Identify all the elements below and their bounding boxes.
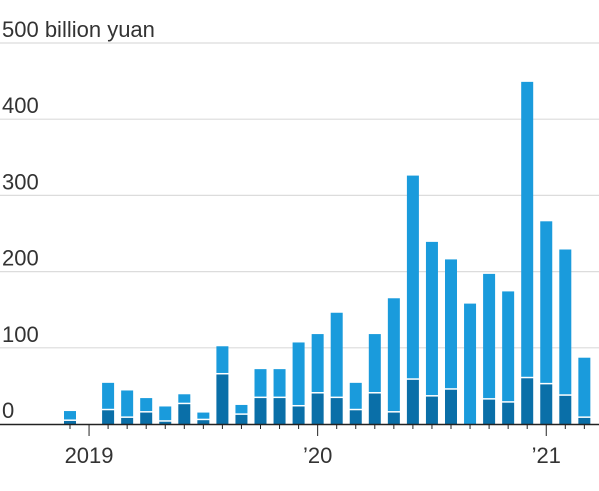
y-tick-labels: 0 100 200 300 400 xyxy=(2,93,39,423)
bar-light-2021-01 xyxy=(521,81,534,377)
bar-light-2020-10 xyxy=(464,303,477,424)
x-tick-label-’21: ’21 xyxy=(532,443,561,468)
bar-dark-2020-11 xyxy=(483,399,496,424)
bar-light-2019-09 xyxy=(216,346,229,373)
bar-light-2021-04 xyxy=(578,357,591,417)
bar-dark-2019-01 xyxy=(64,420,76,424)
bar-dark-2020-08 xyxy=(425,396,438,424)
bar-light-2020-06 xyxy=(387,298,400,412)
bar-light-2020-11 xyxy=(483,273,496,399)
bar-dark-2020-07 xyxy=(406,379,419,424)
bar-light-2019-12 xyxy=(273,369,286,397)
bar-light-2019-10 xyxy=(235,404,248,414)
bar-dark-2019-07 xyxy=(178,404,191,424)
y-tick-label-100: 100 xyxy=(2,322,39,347)
bar-dark-2021-04 xyxy=(578,417,591,424)
y-tick-label-400: 400 xyxy=(2,93,39,118)
bar-light-2020-04 xyxy=(349,382,362,409)
bar-light-2020-05 xyxy=(368,334,381,393)
bar-light-2020-07 xyxy=(406,175,419,379)
y-unit-label: 500 billion yuan xyxy=(2,17,155,42)
bar-light-2020-09 xyxy=(445,259,457,389)
bar-dark-2020-05 xyxy=(368,393,381,424)
bar-light-2021-03 xyxy=(559,249,572,395)
bar-dark-2019-11 xyxy=(254,398,267,424)
bar-light-2019-08 xyxy=(197,412,210,419)
bar-light-2019-03 xyxy=(102,382,115,409)
x-tick-labels: 2019 ’20 ’21 xyxy=(65,443,561,468)
bar-dark-2019-10 xyxy=(235,414,248,424)
bar-dark-2020-02 xyxy=(311,393,324,424)
bar-light-2019-04 xyxy=(121,390,134,417)
y-tick-label-0: 0 xyxy=(2,398,14,423)
bar-dark-2020-06 xyxy=(387,412,400,424)
x-tick-label-’20: ’20 xyxy=(303,443,332,468)
bar-light-2019-06 xyxy=(159,406,172,421)
bar-light-2020-01 xyxy=(292,342,305,405)
bar-dark-2019-08 xyxy=(197,420,210,424)
bar-light-2020-02 xyxy=(311,334,324,393)
bar-dark-2019-09 xyxy=(216,374,229,424)
bar-dark-2019-12 xyxy=(273,398,286,424)
x-tick-label-2019: 2019 xyxy=(65,443,114,468)
bar-dark-2020-12 xyxy=(502,402,515,424)
bar-dark-2021-03 xyxy=(559,395,572,424)
bar-dark-2020-09 xyxy=(445,389,457,424)
bar-dark-2019-05 xyxy=(140,412,153,424)
bar-dark-2019-06 xyxy=(159,421,172,424)
x-ticks xyxy=(69,424,585,436)
gridlines xyxy=(0,42,599,349)
bar-dark-2021-01 xyxy=(521,378,534,424)
bar-light-2019-05 xyxy=(140,398,153,412)
bar-dark-2020-01 xyxy=(292,406,305,424)
y-tick-label-200: 200 xyxy=(2,246,39,271)
bar-light-2020-03 xyxy=(330,312,343,397)
bar-light-2020-12 xyxy=(502,291,515,402)
bar-light-2021-02 xyxy=(540,221,553,383)
bar-dark-2019-03 xyxy=(102,410,115,424)
y-tick-label-300: 300 xyxy=(2,169,39,194)
bar-light-2019-07 xyxy=(178,394,191,403)
bar-dark-2019-04 xyxy=(121,417,134,424)
bar-light-2020-08 xyxy=(425,241,438,396)
bars xyxy=(64,81,591,424)
bar-light-2019-01 xyxy=(64,411,76,420)
bar-light-2019-11 xyxy=(254,369,267,397)
bar-dark-2021-02 xyxy=(540,384,553,424)
bar-dark-2020-03 xyxy=(330,398,343,424)
bar-dark-2020-04 xyxy=(349,410,362,424)
